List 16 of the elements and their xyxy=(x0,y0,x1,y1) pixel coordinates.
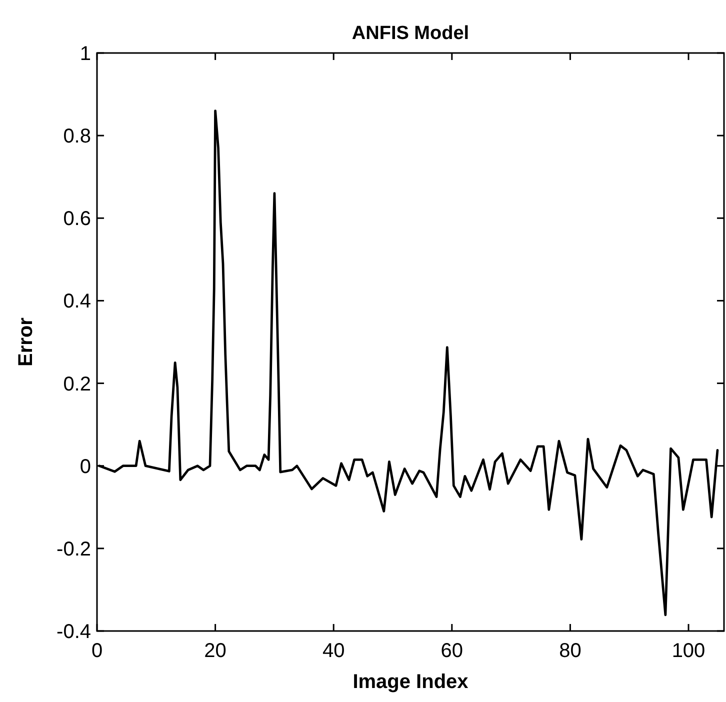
y-tick-label: 1 xyxy=(80,43,91,65)
y-tick-label: 0.4 xyxy=(63,290,91,313)
x-tick-label: 20 xyxy=(204,640,226,662)
y-tick-label: 0.6 xyxy=(63,208,91,230)
x-tick-label: 40 xyxy=(322,640,345,662)
y-tick-label: 0.8 xyxy=(63,126,91,148)
chart-title: ANFIS Model xyxy=(352,23,470,44)
y-axis-title: Error xyxy=(15,317,37,366)
x-tick-label: 80 xyxy=(559,640,582,662)
y-tick-label: 0 xyxy=(80,456,91,478)
x-tick-label: 100 xyxy=(672,640,706,662)
y-tick-label: -0.2 xyxy=(56,538,91,560)
y-tick-label: -0.4 xyxy=(56,621,91,643)
x-axis-title: Image Index xyxy=(352,671,468,693)
y-tick-label: 0.2 xyxy=(63,373,91,396)
x-tick-label: 60 xyxy=(440,640,464,662)
